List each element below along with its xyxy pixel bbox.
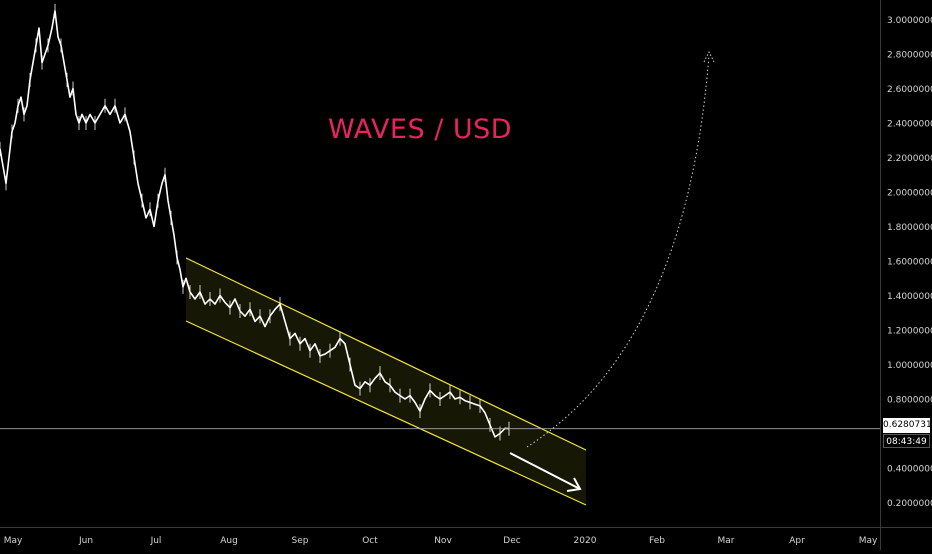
price-series-line (0, 10, 510, 438)
series-layer (0, 3, 510, 441)
time-scale-divider (0, 527, 932, 528)
channel-fill (186, 258, 586, 505)
channel-lower-line (185, 320, 587, 506)
annotation-layer (509, 50, 715, 492)
down-arrow-shaft (509, 452, 581, 490)
channel-upper-line (185, 257, 587, 451)
chart-title: WAVES / USD (328, 114, 513, 145)
down-arrow-head (566, 477, 582, 492)
projection-curve (526, 54, 710, 448)
current-price-label: 0.6280731 (883, 418, 932, 433)
bar-countdown-label: 08:43:49 (883, 434, 930, 448)
price-scale-divider (880, 0, 881, 550)
channel-layer (185, 257, 587, 506)
projection-arrowhead (703, 50, 715, 63)
price-scale[interactable] (880, 0, 932, 550)
